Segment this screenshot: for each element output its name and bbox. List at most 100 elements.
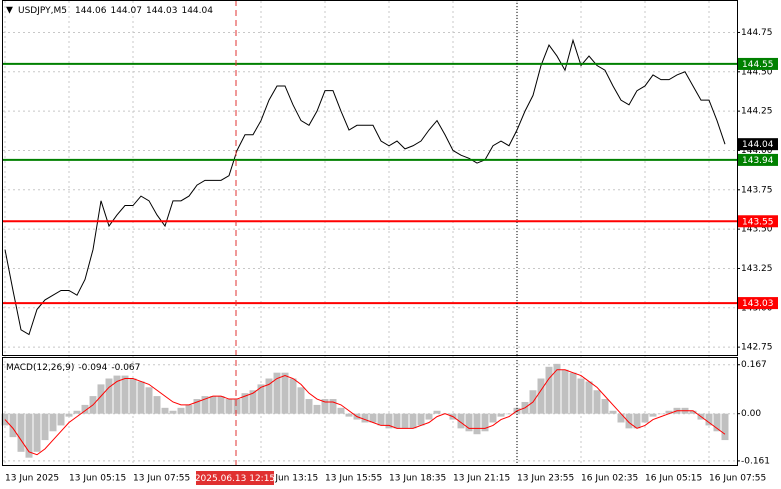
level-label: 144.55 bbox=[742, 60, 774, 70]
collapse-arrow: ▼ bbox=[6, 6, 13, 16]
macd-bar bbox=[49, 413, 57, 432]
x-tick-label: 13 Jun 2025 bbox=[5, 474, 59, 484]
macd-bar bbox=[481, 413, 489, 432]
x-tick-label: 13 Jun 13:15 bbox=[261, 474, 318, 484]
macd-bar bbox=[97, 384, 105, 414]
macd-bar bbox=[25, 413, 33, 458]
macd-bar bbox=[329, 399, 337, 414]
macd-bar bbox=[177, 407, 185, 414]
y-tick-label: 143.50 bbox=[741, 225, 773, 235]
macd-frame bbox=[2, 357, 738, 466]
macd-bar bbox=[17, 413, 25, 452]
cursor-label-box bbox=[196, 471, 274, 485]
y-tick-label: -0.161 bbox=[741, 456, 770, 466]
macd-bar bbox=[153, 396, 161, 414]
macd-bar bbox=[281, 372, 289, 414]
macd-bar bbox=[201, 396, 209, 414]
x-tick-label: 13 Jun 15:55 bbox=[325, 474, 382, 484]
macd-bar bbox=[145, 387, 153, 414]
macd-bar bbox=[273, 372, 281, 414]
y-tick-label: 0.00 bbox=[741, 409, 761, 419]
macd-bar bbox=[553, 363, 561, 414]
x-tick-label: 16 Jun 05:15 bbox=[645, 474, 702, 484]
macd-bar bbox=[409, 413, 417, 429]
x-tick-label: 13 Jun 07:55 bbox=[133, 474, 190, 484]
macd-bar bbox=[81, 404, 89, 414]
close: 144.04 bbox=[181, 6, 213, 16]
macd-bar bbox=[609, 410, 617, 414]
macd-bar bbox=[265, 378, 273, 414]
high: 144.07 bbox=[110, 6, 142, 16]
y-tick-label: 144.25 bbox=[741, 107, 773, 117]
macd-bar bbox=[65, 413, 73, 417]
macd-bar bbox=[489, 413, 497, 423]
macd-bar bbox=[545, 366, 553, 414]
level-label: 143.55 bbox=[742, 217, 774, 227]
macd-bar bbox=[633, 413, 641, 429]
macd-bar bbox=[289, 378, 297, 414]
macd-bar bbox=[137, 381, 145, 414]
chart-header: USDJPY,M5 144.06 144.07 144.03 144.04 bbox=[18, 6, 213, 16]
macd-bar bbox=[385, 413, 393, 429]
label-layer: 13 Jun 2025 13 Jun 05:15 13 Jun 07:55 13 Ju… bbox=[5, 28, 778, 484]
macd-bar bbox=[105, 378, 113, 414]
macd-bar bbox=[369, 413, 377, 423]
open: 144.06 bbox=[75, 6, 107, 16]
macd-bar bbox=[425, 413, 433, 420]
level-label-box bbox=[738, 215, 778, 228]
y-tick-label: 143.75 bbox=[741, 185, 773, 195]
macd-bar bbox=[41, 413, 49, 441]
macd-bar bbox=[241, 393, 249, 414]
macd-bar bbox=[257, 384, 265, 414]
macd-bar bbox=[569, 372, 577, 414]
macd-bar bbox=[641, 413, 649, 423]
low: 144.03 bbox=[146, 6, 178, 16]
macd-bar bbox=[361, 413, 369, 423]
macd-bar bbox=[617, 413, 625, 423]
main-frame bbox=[2, 0, 738, 356]
macd-bar bbox=[577, 378, 585, 414]
macd-bar bbox=[377, 413, 385, 426]
x-tick-label: 13 Jun 21:15 bbox=[453, 474, 510, 484]
macd-bar bbox=[33, 413, 41, 452]
level-label-box bbox=[738, 153, 778, 166]
y-tick-label: 142.75 bbox=[741, 343, 773, 353]
last-price-box bbox=[738, 138, 778, 151]
signal-line bbox=[4, 369, 726, 456]
y-tick-label: 144.00 bbox=[741, 146, 773, 156]
macd-bar bbox=[9, 413, 17, 438]
macd-bar bbox=[185, 404, 193, 414]
level-label-box bbox=[738, 57, 778, 70]
macd-bar bbox=[457, 413, 465, 429]
macd-bar bbox=[225, 399, 233, 414]
macd-bar bbox=[721, 413, 729, 441]
macd-bar bbox=[625, 413, 633, 429]
level-label-box bbox=[738, 297, 778, 310]
macd-bar bbox=[73, 410, 81, 414]
macd-bar bbox=[305, 399, 313, 414]
y-tick-label: 144.75 bbox=[741, 28, 773, 38]
macd-bar bbox=[169, 410, 177, 414]
last-price-label: 144.04 bbox=[742, 140, 774, 150]
macd-bar bbox=[393, 413, 401, 429]
macd-bar bbox=[505, 413, 513, 415]
macd-bar bbox=[537, 378, 545, 414]
macd-bar bbox=[337, 407, 345, 414]
y-tick-label: 144.50 bbox=[741, 67, 773, 77]
x-tick-label: 16 Jun 07:55 bbox=[709, 474, 766, 484]
macd-bar bbox=[657, 413, 665, 415]
macd-bar bbox=[689, 410, 697, 414]
macd-bar bbox=[233, 399, 241, 414]
macd-bar bbox=[417, 413, 425, 426]
mark-layer bbox=[1, 38, 737, 458]
macd-bar bbox=[465, 413, 473, 432]
signal-value: -0.067 bbox=[111, 363, 140, 373]
macd-bar bbox=[649, 413, 657, 417]
x-tick-label: 13 Jun 05:15 bbox=[69, 474, 126, 484]
macd-bar bbox=[561, 369, 569, 414]
macd-bar bbox=[217, 396, 225, 414]
x-tick-label: 16 Jun 02:35 bbox=[581, 474, 638, 484]
macd-bar bbox=[121, 375, 129, 414]
macd-bar bbox=[593, 390, 601, 414]
